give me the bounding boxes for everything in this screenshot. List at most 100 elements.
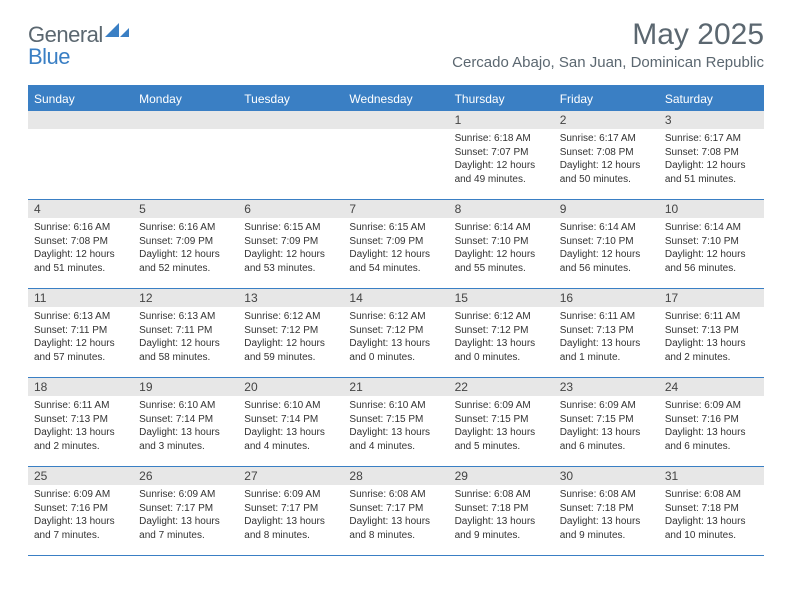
sunset-text: Sunset: 7:17 PM — [244, 502, 337, 516]
sunrise-text: Sunrise: 6:09 AM — [560, 399, 653, 413]
sunrise-text: Sunrise: 6:15 AM — [244, 221, 337, 235]
dayhead-friday: Friday — [554, 87, 659, 111]
month-title: May 2025 — [452, 18, 764, 52]
daylight-text: Daylight: 13 hours and 7 minutes. — [139, 515, 232, 542]
dayhead-sunday: Sunday — [28, 87, 133, 111]
day-cell — [238, 111, 343, 199]
day-number: 14 — [343, 289, 448, 307]
week-row: 4Sunrise: 6:16 AMSunset: 7:08 PMDaylight… — [28, 200, 764, 289]
day-number: 9 — [554, 200, 659, 218]
day-cell: 15Sunrise: 6:12 AMSunset: 7:12 PMDayligh… — [449, 289, 554, 377]
day-cell — [343, 111, 448, 199]
logo-text-blue: Blue — [28, 44, 70, 69]
daylight-text: Daylight: 13 hours and 2 minutes. — [665, 337, 758, 364]
day-number: 23 — [554, 378, 659, 396]
day-number: 27 — [238, 467, 343, 485]
sunset-text: Sunset: 7:16 PM — [665, 413, 758, 427]
daylight-text: Daylight: 12 hours and 56 minutes. — [560, 248, 653, 275]
sunset-text: Sunset: 7:12 PM — [244, 324, 337, 338]
daylight-text: Daylight: 13 hours and 8 minutes. — [349, 515, 442, 542]
week-row: 1Sunrise: 6:18 AMSunset: 7:07 PMDaylight… — [28, 111, 764, 200]
day-number: 1 — [449, 111, 554, 129]
daylight-text: Daylight: 13 hours and 0 minutes. — [349, 337, 442, 364]
day-cell: 17Sunrise: 6:11 AMSunset: 7:13 PMDayligh… — [659, 289, 764, 377]
day-number — [133, 111, 238, 129]
day-cell: 24Sunrise: 6:09 AMSunset: 7:16 PMDayligh… — [659, 378, 764, 466]
daylight-text: Daylight: 12 hours and 55 minutes. — [455, 248, 548, 275]
day-number: 21 — [343, 378, 448, 396]
sunset-text: Sunset: 7:16 PM — [34, 502, 127, 516]
day-cell: 7Sunrise: 6:15 AMSunset: 7:09 PMDaylight… — [343, 200, 448, 288]
day-number: 20 — [238, 378, 343, 396]
day-details: Sunrise: 6:08 AMSunset: 7:18 PMDaylight:… — [455, 488, 548, 542]
daylight-text: Daylight: 13 hours and 9 minutes. — [560, 515, 653, 542]
sunrise-text: Sunrise: 6:11 AM — [665, 310, 758, 324]
sunset-text: Sunset: 7:12 PM — [349, 324, 442, 338]
day-cell — [28, 111, 133, 199]
daylight-text: Daylight: 13 hours and 5 minutes. — [455, 426, 548, 453]
day-number: 16 — [554, 289, 659, 307]
day-details: Sunrise: 6:08 AMSunset: 7:18 PMDaylight:… — [665, 488, 758, 542]
day-details: Sunrise: 6:08 AMSunset: 7:17 PMDaylight:… — [349, 488, 442, 542]
sunset-text: Sunset: 7:17 PM — [349, 502, 442, 516]
day-cell: 20Sunrise: 6:10 AMSunset: 7:14 PMDayligh… — [238, 378, 343, 466]
day-cell: 21Sunrise: 6:10 AMSunset: 7:15 PMDayligh… — [343, 378, 448, 466]
day-number: 10 — [659, 200, 764, 218]
sunrise-text: Sunrise: 6:15 AM — [349, 221, 442, 235]
sunset-text: Sunset: 7:08 PM — [34, 235, 127, 249]
day-cell: 26 Sunrise: 6:09 AMSunset: 7:17 PMDayligh… — [133, 467, 238, 555]
day-details: Sunrise: 6:14 AMSunset: 7:10 PMDaylight:… — [455, 221, 548, 275]
sunset-text: Sunset: 7:11 PM — [139, 324, 232, 338]
day-cell: 31Sunrise: 6:08 AMSunset: 7:18 PMDayligh… — [659, 467, 764, 555]
day-number — [343, 111, 448, 129]
sunrise-text: Sunrise: 6:11 AM — [560, 310, 653, 324]
sunrise-text: Sunrise: 6:16 AM — [139, 221, 232, 235]
day-cell: 11Sunrise: 6:13 AMSunset: 7:11 PMDayligh… — [28, 289, 133, 377]
daylight-text: Daylight: 13 hours and 7 minutes. — [34, 515, 127, 542]
day-details: Sunrise: 6:16 AMSunset: 7:09 PMDaylight:… — [139, 221, 232, 275]
sunset-text: Sunset: 7:07 PM — [455, 146, 548, 160]
sunset-text: Sunset: 7:17 PM — [139, 502, 232, 516]
sunrise-text: Sunrise: 6:08 AM — [665, 488, 758, 502]
day-cell: 29Sunrise: 6:08 AMSunset: 7:18 PMDayligh… — [449, 467, 554, 555]
day-details: Sunrise: 6:08 AMSunset: 7:18 PMDaylight:… — [560, 488, 653, 542]
daylight-text: Daylight: 12 hours and 51 minutes. — [34, 248, 127, 275]
day-details: Sunrise: 6:16 AMSunset: 7:08 PMDaylight:… — [34, 221, 127, 275]
daylight-text: Daylight: 13 hours and 3 minutes. — [139, 426, 232, 453]
day-number: 12 — [133, 289, 238, 307]
location-text: Cercado Abajo, San Juan, Dominican Repub… — [452, 54, 764, 71]
sunset-text: Sunset: 7:13 PM — [560, 324, 653, 338]
sunset-text: Sunset: 7:15 PM — [455, 413, 548, 427]
sunrise-text: Sunrise: 6:13 AM — [139, 310, 232, 324]
daylight-text: Daylight: 13 hours and 6 minutes. — [560, 426, 653, 453]
day-cell: 13Sunrise: 6:12 AMSunset: 7:12 PMDayligh… — [238, 289, 343, 377]
sunrise-text: Sunrise: 6:11 AM — [34, 399, 127, 413]
daylight-text: Daylight: 12 hours and 58 minutes. — [139, 337, 232, 364]
week-row: 11Sunrise: 6:13 AMSunset: 7:11 PMDayligh… — [28, 289, 764, 378]
sunrise-text: Sunrise: 6:08 AM — [560, 488, 653, 502]
dayhead-thursday: Thursday — [449, 87, 554, 111]
sunrise-text: Sunrise: 6:12 AM — [244, 310, 337, 324]
day-number: 8 — [449, 200, 554, 218]
day-number: 26 — [133, 467, 238, 485]
day-details: Sunrise: 6:15 AMSunset: 7:09 PMDaylight:… — [244, 221, 337, 275]
sunset-text: Sunset: 7:12 PM — [455, 324, 548, 338]
day-number: 3 — [659, 111, 764, 129]
daylight-text: Daylight: 12 hours and 52 minutes. — [139, 248, 232, 275]
day-cell: 6Sunrise: 6:15 AMSunset: 7:09 PMDaylight… — [238, 200, 343, 288]
day-details: Sunrise: 6:11 AMSunset: 7:13 PMDaylight:… — [560, 310, 653, 364]
day-cell: 22Sunrise: 6:09 AMSunset: 7:15 PMDayligh… — [449, 378, 554, 466]
daylight-text: Daylight: 12 hours and 50 minutes. — [560, 159, 653, 186]
day-details: Sunrise: 6:11 AMSunset: 7:13 PMDaylight:… — [34, 399, 127, 453]
day-number: 30 — [554, 467, 659, 485]
daylight-text: Daylight: 12 hours and 51 minutes. — [665, 159, 758, 186]
daylight-text: Daylight: 13 hours and 9 minutes. — [455, 515, 548, 542]
day-number — [238, 111, 343, 129]
day-details: Sunrise: 6:09 AMSunset: 7:17 PMDaylight:… — [139, 488, 232, 542]
day-cell: 23 Sunrise: 6:09 AMSunset: 7:15 PMDayligh… — [554, 378, 659, 466]
day-cell: 14Sunrise: 6:12 AMSunset: 7:12 PMDayligh… — [343, 289, 448, 377]
daylight-text: Daylight: 13 hours and 10 minutes. — [665, 515, 758, 542]
sunrise-text: Sunrise: 6:17 AM — [665, 132, 758, 146]
day-details: Sunrise: 6:09 AMSunset: 7:15 PMDaylight:… — [560, 399, 653, 453]
day-number: 17 — [659, 289, 764, 307]
